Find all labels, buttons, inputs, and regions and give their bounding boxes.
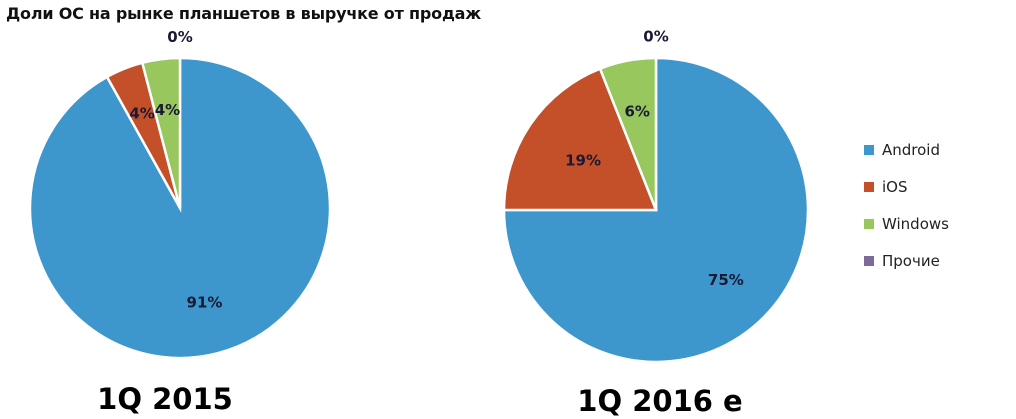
pie-2: 75% 19% 6% 0% 1Q 2016 е <box>502 28 810 418</box>
slice-ios-2 <box>502 67 658 212</box>
data-label-other-1: 0% <box>167 28 192 46</box>
pie-1: 91% 4% 4% 0% 1Q 2015 <box>28 28 332 416</box>
data-label-android-2: 75% <box>708 271 744 289</box>
legend-item-windows: Windows <box>864 205 949 242</box>
data-label-windows-2: 6% <box>624 102 649 120</box>
legend-item-other: Прочие <box>864 242 949 279</box>
slice-windows-1 <box>140 56 182 209</box>
pie-caption-2: 1Q 2016 е <box>577 384 742 418</box>
legend-item-ios: iOS <box>864 168 949 205</box>
legend-label-windows: Windows <box>882 214 949 233</box>
data-label-other-2: 0% <box>643 28 668 46</box>
pie-caption-1: 1Q 2015 <box>97 382 233 416</box>
slice-windows-2 <box>598 56 658 211</box>
legend-swatch-android <box>864 144 874 155</box>
legend-label-android: Android <box>882 140 940 159</box>
chart-title: Доли ОС на рынке планшетов в выручке от … <box>6 4 481 23</box>
legend-swatch-ios <box>864 181 874 192</box>
legend-swatch-other <box>864 255 874 266</box>
data-label-android-1: 91% <box>187 293 223 311</box>
legend-label-other: Прочие <box>882 251 940 270</box>
legend: Android iOS Windows Прочие <box>864 131 949 279</box>
data-label-ios-1: 4% <box>129 104 154 122</box>
data-label-windows-1: 4% <box>155 101 180 119</box>
data-label-ios-2: 19% <box>565 151 601 169</box>
legend-label-ios: iOS <box>882 177 908 196</box>
legend-swatch-windows <box>864 218 874 229</box>
slice-android-2 <box>502 56 810 364</box>
legend-item-android: Android <box>864 131 949 168</box>
